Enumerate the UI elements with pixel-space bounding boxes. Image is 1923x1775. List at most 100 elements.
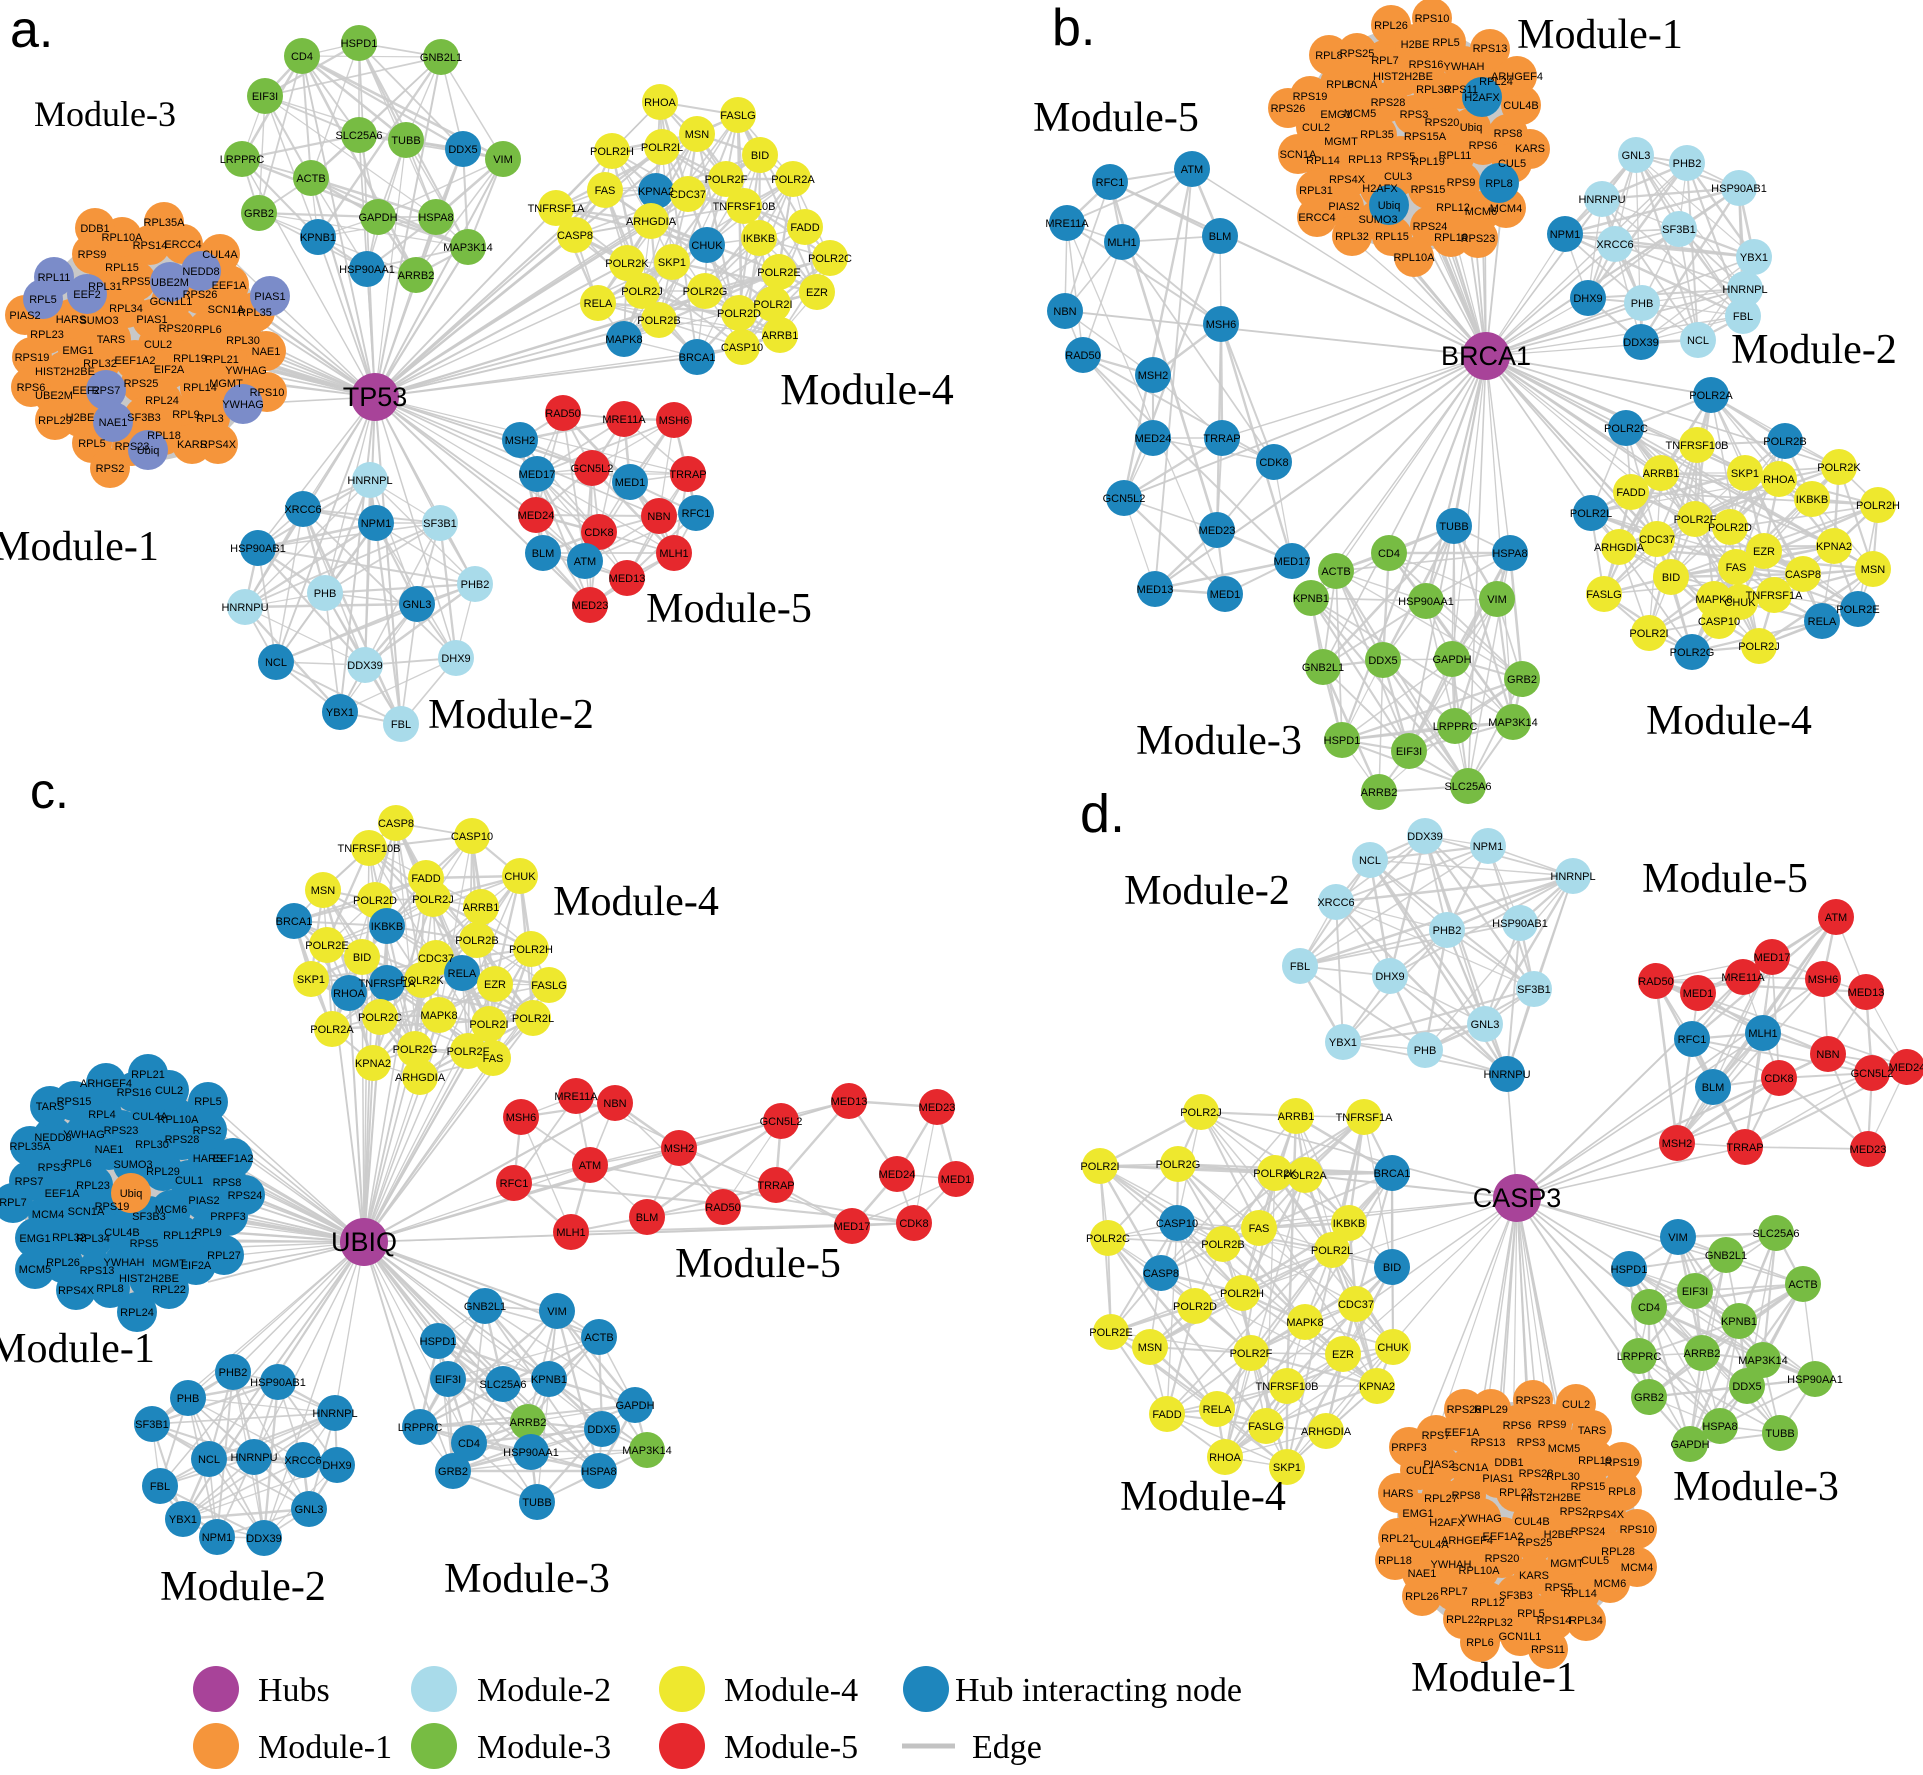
svg-text:RPS2: RPS2 xyxy=(1560,1506,1589,1518)
svg-text:DDX5: DDX5 xyxy=(587,1424,616,1436)
svg-text:RELA: RELA xyxy=(1808,616,1837,628)
svg-text:Ubiq: Ubiq xyxy=(1378,200,1401,212)
svg-text:RPL23: RPL23 xyxy=(1499,1487,1533,1499)
svg-text:RPL35: RPL35 xyxy=(1360,129,1394,141)
svg-text:Module-2: Module-2 xyxy=(1731,327,1897,373)
svg-text:Module-1: Module-1 xyxy=(1517,12,1683,58)
svg-text:RPS25: RPS25 xyxy=(1518,1537,1553,1549)
svg-text:MRE11A: MRE11A xyxy=(1045,218,1089,230)
svg-text:HNRNPL: HNRNPL xyxy=(347,475,392,487)
svg-text:FASLG: FASLG xyxy=(531,980,566,992)
svg-text:HNRNPL: HNRNPL xyxy=(1722,284,1767,296)
svg-text:RPL24: RPL24 xyxy=(145,395,179,407)
svg-text:MCM6: MCM6 xyxy=(1465,206,1497,218)
svg-text:Module-2: Module-2 xyxy=(1124,868,1290,914)
svg-text:LRPPRC: LRPPRC xyxy=(1617,1351,1662,1363)
svg-text:SCN1A: SCN1A xyxy=(1452,1462,1489,1474)
svg-text:POLR2E: POLR2E xyxy=(757,267,800,279)
svg-text:HSPA8: HSPA8 xyxy=(1702,1421,1737,1433)
svg-text:RPL34: RPL34 xyxy=(76,1233,110,1245)
svg-text:H2BE: H2BE xyxy=(1401,39,1430,51)
svg-text:Edge: Edge xyxy=(972,1729,1042,1766)
svg-text:CHUK: CHUK xyxy=(691,240,723,252)
svg-text:YWHAH: YWHAH xyxy=(1431,1559,1472,1571)
svg-text:CDK8: CDK8 xyxy=(1259,457,1288,469)
svg-text:POLR2B: POLR2B xyxy=(455,935,498,947)
svg-text:RPS24: RPS24 xyxy=(1413,221,1448,233)
svg-text:POLR2L: POLR2L xyxy=(512,1013,554,1025)
svg-text:RPL6: RPL6 xyxy=(1466,1637,1494,1649)
svg-text:YWHAG: YWHAG xyxy=(222,399,264,411)
svg-text:CDC37: CDC37 xyxy=(1639,534,1675,546)
svg-text:GNB2L1: GNB2L1 xyxy=(1705,1250,1747,1262)
svg-text:Module-3: Module-3 xyxy=(1673,1464,1839,1510)
svg-text:MED1: MED1 xyxy=(1210,589,1241,601)
svg-text:POLR2H: POLR2H xyxy=(1220,1288,1264,1300)
svg-text:RAD50: RAD50 xyxy=(1065,350,1100,362)
svg-text:RPS5: RPS5 xyxy=(1387,151,1416,163)
svg-text:POLR2C: POLR2C xyxy=(1086,1233,1130,1245)
svg-text:RPL10A: RPL10A xyxy=(1459,1565,1501,1577)
svg-text:GCN5L2: GCN5L2 xyxy=(571,463,614,475)
svg-text:RPL27: RPL27 xyxy=(207,1250,241,1262)
svg-text:TNFRSF10B: TNFRSF10B xyxy=(1666,440,1729,452)
svg-text:NAE1: NAE1 xyxy=(252,346,281,358)
svg-text:POLR2F: POLR2F xyxy=(1230,1348,1273,1360)
svg-text:RPL35A: RPL35A xyxy=(144,217,186,229)
svg-text:POLR2D: POLR2D xyxy=(1173,1301,1217,1313)
svg-text:HSP90AB1: HSP90AB1 xyxy=(230,543,286,555)
svg-text:PIAS1: PIAS1 xyxy=(1482,1473,1513,1485)
svg-text:Module-5: Module-5 xyxy=(675,1241,841,1287)
svg-text:NCL: NCL xyxy=(1359,855,1381,867)
svg-text:POLR2H: POLR2H xyxy=(590,146,634,158)
svg-text:RPS8: RPS8 xyxy=(1494,128,1523,140)
svg-text:HSPD1: HSPD1 xyxy=(420,1336,457,1348)
svg-text:DDB1: DDB1 xyxy=(80,223,109,235)
svg-text:MSN: MSN xyxy=(1138,1342,1163,1354)
svg-text:HARS: HARS xyxy=(56,314,87,326)
svg-text:RPL12: RPL12 xyxy=(1471,1597,1505,1609)
svg-text:RELA: RELA xyxy=(448,968,477,980)
svg-text:POLR2D: POLR2D xyxy=(353,895,397,907)
svg-text:RPL7: RPL7 xyxy=(1371,55,1399,67)
svg-text:RPL9: RPL9 xyxy=(172,409,200,421)
svg-text:RPL8: RPL8 xyxy=(1485,178,1513,190)
svg-text:POLR2K: POLR2K xyxy=(1253,1168,1297,1180)
svg-text:KPNA2: KPNA2 xyxy=(355,1058,391,1070)
svg-text:DDX5: DDX5 xyxy=(448,144,477,156)
svg-text:POLR2G: POLR2G xyxy=(683,286,728,298)
svg-text:RPL26: RPL26 xyxy=(1405,1591,1439,1603)
svg-text:RPL30: RPL30 xyxy=(1546,1471,1580,1483)
svg-text:MED23: MED23 xyxy=(1850,1144,1887,1156)
svg-text:XRCC6: XRCC6 xyxy=(284,504,321,516)
svg-text:MED23: MED23 xyxy=(572,600,609,612)
svg-text:CUL2: CUL2 xyxy=(144,339,172,351)
svg-text:RPS8: RPS8 xyxy=(213,1177,242,1189)
svg-text:RPL31: RPL31 xyxy=(1299,185,1333,197)
svg-text:BLM: BLM xyxy=(1209,231,1232,243)
svg-text:RPL19: RPL19 xyxy=(173,353,207,365)
svg-text:POLR2J: POLR2J xyxy=(412,894,454,906)
svg-text:POLR2L: POLR2L xyxy=(641,142,683,154)
svg-text:TRRAP: TRRAP xyxy=(757,1180,794,1192)
svg-text:POLR2J: POLR2J xyxy=(1738,641,1780,653)
svg-text:SF3B3: SF3B3 xyxy=(1499,1590,1533,1602)
svg-text:RPL8: RPL8 xyxy=(96,1283,124,1295)
svg-text:MED17: MED17 xyxy=(834,1221,871,1233)
svg-text:RPS19: RPS19 xyxy=(15,352,50,364)
svg-text:RPS23: RPS23 xyxy=(1461,233,1496,245)
svg-text:BID: BID xyxy=(1662,572,1680,584)
svg-text:DDX5: DDX5 xyxy=(1368,655,1397,667)
svg-text:HIST2H2BE: HIST2H2BE xyxy=(35,366,95,378)
svg-text:TUBB: TUBB xyxy=(1439,521,1468,533)
svg-text:SCN1A: SCN1A xyxy=(208,304,245,316)
svg-text:RPS23: RPS23 xyxy=(1516,1395,1551,1407)
svg-text:CUL4A: CUL4A xyxy=(132,1111,168,1123)
svg-text:TUBB: TUBB xyxy=(391,135,420,147)
svg-text:Module-1: Module-1 xyxy=(258,1729,392,1766)
svg-text:RPL6: RPL6 xyxy=(64,1158,92,1170)
svg-text:Hub interacting node: Hub interacting node xyxy=(955,1672,1242,1709)
svg-text:RAD50: RAD50 xyxy=(1638,976,1673,988)
svg-text:MCM6: MCM6 xyxy=(155,1204,187,1216)
svg-text:KARS: KARS xyxy=(177,439,207,451)
